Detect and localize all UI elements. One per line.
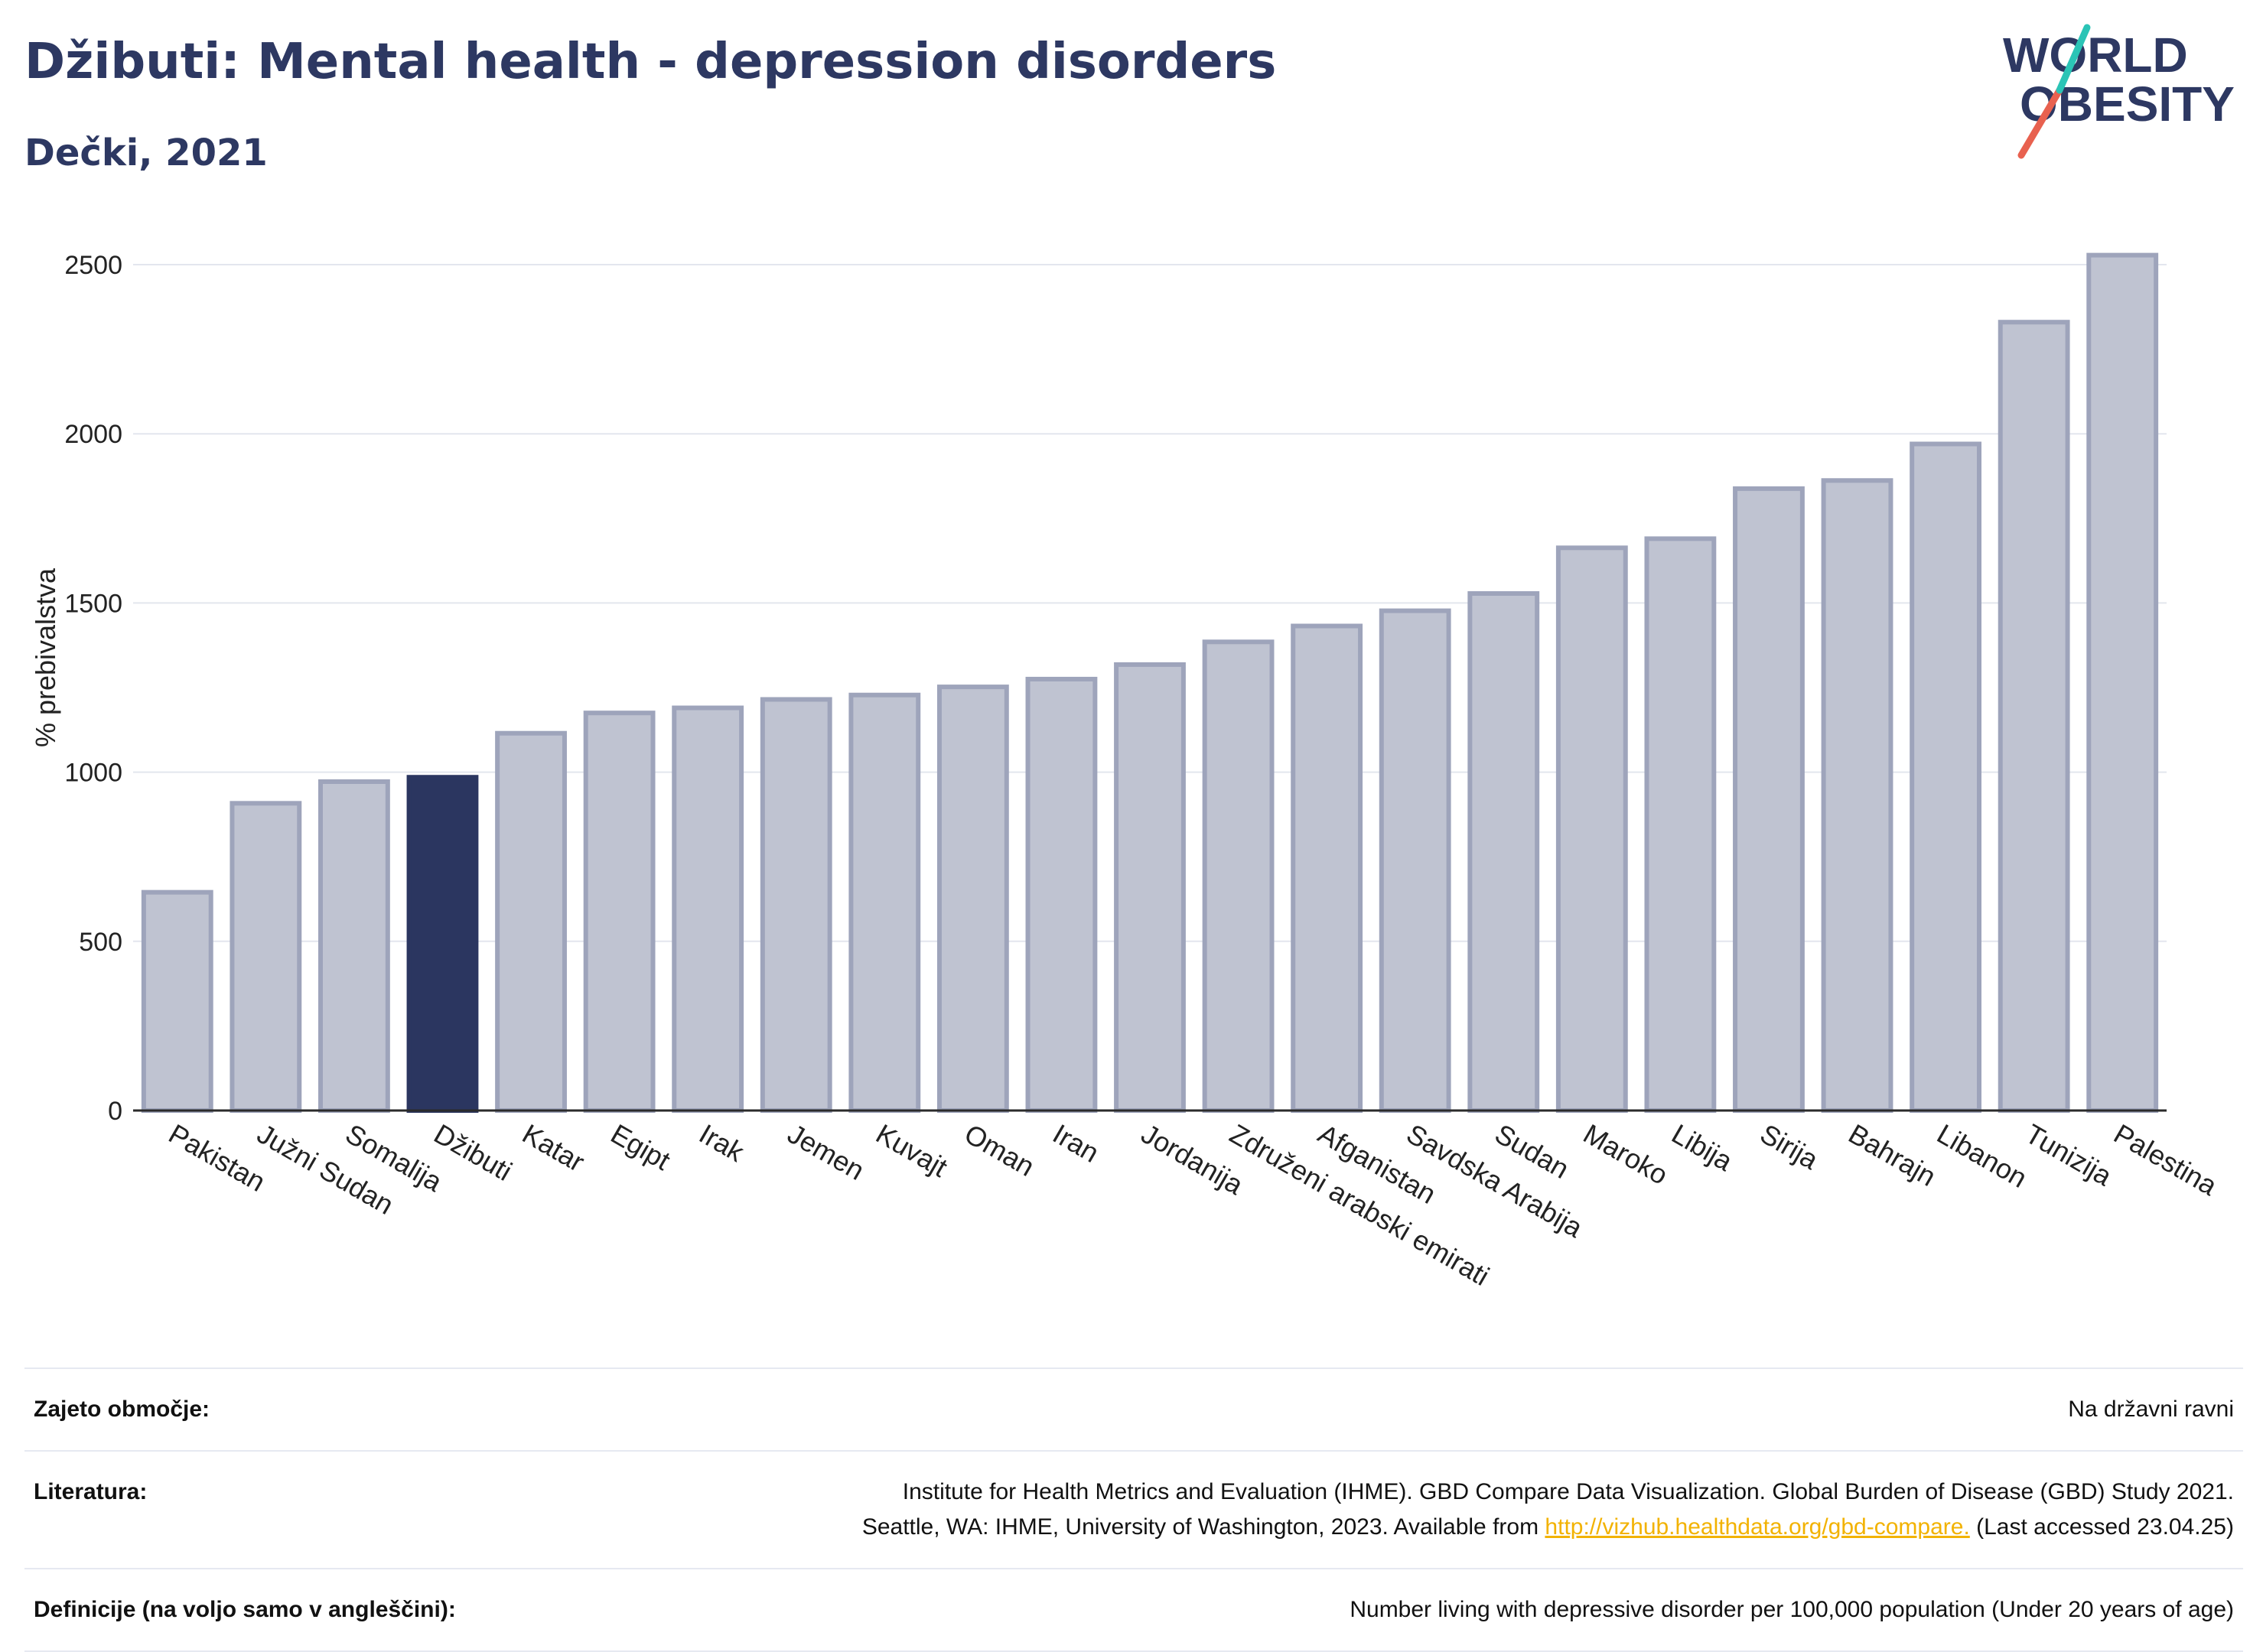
x-tick-label: Katar bbox=[517, 1117, 590, 1178]
x-tick-label: Maroko bbox=[1578, 1117, 1673, 1191]
x-tick-label: Irak bbox=[694, 1117, 750, 1168]
bar bbox=[1733, 486, 1805, 1113]
literature-line-1: Institute for Health Metrics and Evaluat… bbox=[902, 1479, 2234, 1504]
bar bbox=[1025, 676, 1098, 1113]
x-tick-label: Tunizija bbox=[2020, 1117, 2118, 1192]
x-tick-label: Kuvajt bbox=[871, 1117, 952, 1183]
bar bbox=[1821, 478, 1893, 1113]
y-tick-label: 1500 bbox=[64, 589, 122, 618]
x-tick-label: Libija bbox=[1666, 1117, 1738, 1177]
bar bbox=[406, 775, 479, 1114]
bar bbox=[760, 697, 832, 1113]
logo-slash-teal bbox=[2056, 24, 2091, 94]
y-tick-label: 1000 bbox=[64, 759, 122, 788]
bar bbox=[1644, 536, 1717, 1113]
footer-value-definitions: Number living with depressive disorder p… bbox=[1350, 1597, 2234, 1622]
footer-label-coverage: Zajeto območje: bbox=[34, 1397, 210, 1422]
x-tick-label: Oman bbox=[959, 1117, 1040, 1182]
x-tick-label: Jemen bbox=[783, 1117, 870, 1186]
literature-line-2-end: (Last accessed 23.04.25) bbox=[1969, 1514, 2234, 1540]
chart-subtitle: Dečki, 2021 bbox=[24, 132, 268, 174]
footer-value-coverage: Na državni ravni bbox=[2068, 1397, 2234, 1422]
y-tick-label: 500 bbox=[79, 928, 122, 957]
x-tick-label: Iran bbox=[1047, 1117, 1104, 1169]
chart-title: Džibuti: Mental health - depression diso… bbox=[24, 34, 1277, 90]
bar bbox=[1910, 441, 1982, 1113]
footer-label-literature: Literatura: bbox=[34, 1479, 148, 1504]
y-tick-label: 0 bbox=[108, 1097, 122, 1126]
bar bbox=[583, 711, 656, 1113]
x-tick-label: Pakistan bbox=[164, 1117, 271, 1198]
bar bbox=[230, 801, 302, 1113]
chart-footer: Zajeto območje: Na državni ravni Literat… bbox=[24, 1367, 2243, 1652]
bar bbox=[1467, 591, 1540, 1113]
bar bbox=[1291, 623, 1363, 1113]
logo-slash-red bbox=[2017, 86, 2063, 159]
logo-line-1: WORLD bbox=[2003, 28, 2188, 83]
y-axis-label: % prebivalstva bbox=[30, 567, 61, 747]
bar bbox=[672, 705, 744, 1113]
literature-line-2: Seattle, WA: IHME, University of Washing… bbox=[861, 1514, 1545, 1540]
footer-value-literature: Institute for Health Metrics and Evaluat… bbox=[862, 1475, 2234, 1545]
literature-link[interactable]: http://vizhub.healthdata.org/gbd-compare… bbox=[1545, 1514, 1970, 1540]
bar bbox=[1202, 639, 1275, 1113]
bar bbox=[1379, 608, 1451, 1113]
x-tick-label: Palestina bbox=[2108, 1117, 2223, 1202]
y-tick-label: 2500 bbox=[64, 251, 122, 280]
y-axis-ticks: 0 500 1000 1500 2000 2500 bbox=[64, 251, 122, 1126]
y-tick-label: 2000 bbox=[64, 420, 122, 449]
bar bbox=[1998, 320, 2070, 1113]
footer-row-literature: Literatura: Institute for Health Metrics… bbox=[24, 1450, 2243, 1568]
bar bbox=[1114, 662, 1186, 1113]
footer-row-definitions: Definicije (na voljo samo v angleščini):… bbox=[24, 1568, 2243, 1652]
world-obesity-logo: WORLD OBESITY bbox=[2003, 24, 2235, 159]
bar bbox=[495, 730, 567, 1113]
logo-line-2: OBESITY bbox=[2020, 76, 2235, 132]
bar bbox=[2086, 252, 2159, 1113]
bar bbox=[1555, 545, 1628, 1113]
bar bbox=[848, 692, 921, 1113]
bar bbox=[936, 685, 1009, 1113]
x-tick-label: Bahrajn bbox=[1844, 1117, 1942, 1192]
x-tick-label: Libanon bbox=[1932, 1117, 2032, 1194]
x-tick-label: Sirija bbox=[1755, 1117, 1825, 1176]
bar bbox=[317, 779, 390, 1113]
x-tick-label: Egipt bbox=[606, 1117, 676, 1176]
bar bbox=[141, 889, 213, 1113]
footer-row-coverage: Zajeto območje: Na državni ravni bbox=[24, 1367, 2243, 1450]
bars bbox=[141, 252, 2159, 1114]
footer-label-definitions: Definicije (na voljo samo v angleščini): bbox=[34, 1597, 456, 1622]
